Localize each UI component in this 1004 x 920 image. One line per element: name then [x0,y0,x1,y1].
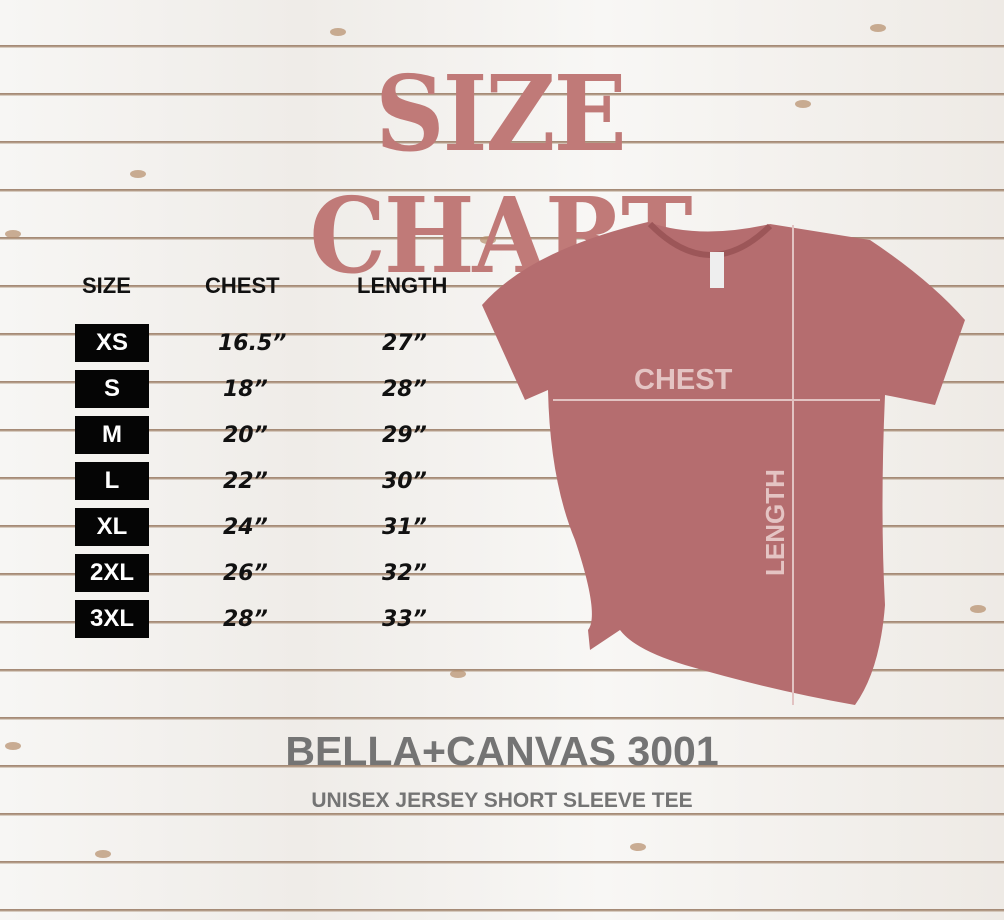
length-value: 33” [382,607,427,632]
wood-knot [630,843,646,851]
length-value: 32” [382,561,427,586]
header-length: LENGTH [357,273,448,298]
length-value: 27” [382,331,427,356]
wood-knot [795,100,811,108]
table-row: 3XL 28” 33” [75,600,495,638]
table-row: S 18” 28” [75,370,495,408]
chest-value: 28” [223,607,268,632]
shirt-tag [710,252,724,288]
wood-knot [130,170,146,178]
header-size: SIZE [82,273,131,298]
length-value: 29” [382,423,427,448]
product-subtitle: UNISEX JERSEY SHORT SLEEVE TEE [311,789,693,812]
size-badge: XS [75,324,149,362]
wood-knot [450,670,466,678]
length-value: 28” [382,377,427,402]
chest-value: 24” [223,515,268,540]
wood-knot [95,850,111,858]
size-badge: 3XL [75,600,149,638]
brand-name: BELLA+CANVAS 3001 [285,728,719,774]
wood-knot [970,605,986,613]
size-badge: XL [75,508,149,546]
chest-value: 16.5” [218,331,287,356]
length-value: 30” [382,469,427,494]
chest-value: 18” [223,377,268,402]
table-row: 2XL 26” 32” [75,554,495,592]
tshirt-image [482,221,965,705]
wood-knot [480,236,496,244]
header-chest: CHEST [205,273,280,298]
length-value: 31” [382,515,427,540]
size-badge: L [75,462,149,500]
page-title: SIZE CHART [309,52,692,298]
table-row: XS 16.5” 27” [75,324,495,362]
size-badge: M [75,416,149,454]
chest-label: CHEST [634,364,733,396]
table-row: L 22” 30” [75,462,495,500]
chest-value: 22” [223,469,268,494]
chest-value: 26” [223,561,268,586]
wood-knot [5,742,21,750]
wood-knot [870,24,886,32]
wood-knot [5,230,21,238]
table-row: M 20” 29” [75,416,495,454]
chest-value: 20” [223,423,268,448]
length-label: LENGTH [759,469,790,576]
wood-knot [330,28,346,36]
size-badge: 2XL [75,554,149,592]
tshirt-body [482,222,965,705]
table-row: XL 24” 31” [75,508,495,546]
size-badge: S [75,370,149,408]
